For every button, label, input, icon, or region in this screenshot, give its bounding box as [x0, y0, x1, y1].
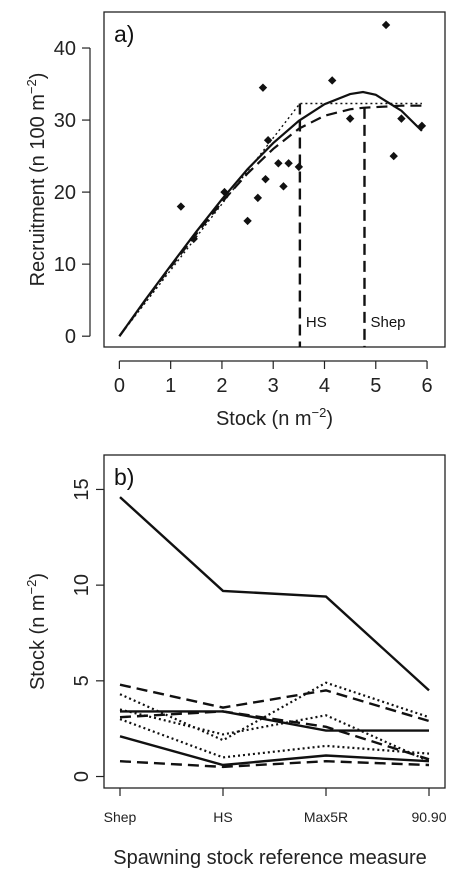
y-tick-label-a: 0 [65, 326, 76, 348]
reference-label-shep: Shep [370, 314, 405, 331]
series-solid-line [119, 496, 430, 692]
x-tick-label-b: Shep [104, 809, 137, 825]
series-dashed-line [119, 759, 430, 769]
x-tick-label-a: 3 [268, 375, 279, 397]
x-axis-label-b: Spawning stock reference measure [113, 847, 427, 869]
x-tick-label-a: 1 [165, 375, 176, 397]
data-point [345, 114, 355, 123]
y-tick-label-b: 5 [71, 675, 93, 686]
series-dotted-line [119, 681, 430, 742]
x-tick-label-a: 5 [370, 375, 381, 397]
data-point [220, 187, 229, 197]
data-point [417, 121, 427, 131]
x-tick-label-b: Max5R [304, 809, 348, 825]
series-dashed-line [119, 683, 430, 723]
reference-label-hs: HS [306, 314, 327, 331]
y-tick-label-a: 30 [54, 110, 76, 132]
panel-label-a: a) [114, 21, 134, 47]
data-point [279, 182, 288, 191]
x-tick-label-a: 0 [114, 375, 125, 397]
data-point [263, 136, 273, 145]
x-tick-label-a: 6 [421, 375, 432, 397]
x-axis-label-a: Stock (n m−2) [216, 405, 333, 430]
series-dashed-line [119, 710, 430, 761]
y-tick-label-b: 10 [71, 574, 93, 596]
data-point [189, 234, 198, 244]
panel-label-b: b) [114, 464, 134, 490]
data-point [274, 159, 283, 168]
series-solid-line [119, 735, 430, 767]
data-point [253, 193, 263, 203]
y-tick-label-a: 10 [54, 254, 76, 276]
series-solid-line [120, 710, 429, 732]
plot-frame-a [103, 11, 446, 348]
data-point [397, 114, 406, 123]
x-tick-label-a: 2 [216, 375, 227, 397]
data-point [261, 174, 270, 184]
y-axis-label-a: Recruitment (n 100 m−2) [24, 73, 49, 287]
data-point [258, 83, 268, 92]
y-tick-label-b: 15 [71, 478, 93, 500]
data-point [389, 151, 398, 161]
series-dotted-line [119, 718, 430, 759]
data-point [327, 76, 337, 85]
y-tick-label-a: 40 [54, 38, 76, 60]
y-tick-label-a: 20 [54, 182, 76, 204]
data-point [284, 159, 293, 168]
plot-frame-b [103, 454, 446, 789]
curve-solid-a [118, 90, 423, 337]
y-tick-label-b: 0 [71, 771, 93, 782]
curve-dotted-a [118, 102, 422, 337]
y-axis-label-b: Stock (n m−2) [24, 573, 49, 690]
x-tick-label-a: 4 [319, 375, 330, 397]
data-point [176, 202, 186, 211]
data-point [381, 20, 391, 30]
series-dotted-line [119, 708, 430, 763]
data-point [243, 216, 252, 226]
curve-dashed-a [118, 104, 422, 337]
x-tick-label-b: 90.90 [411, 809, 446, 825]
data-point [294, 162, 304, 172]
x-tick-label-b: HS [213, 809, 232, 825]
